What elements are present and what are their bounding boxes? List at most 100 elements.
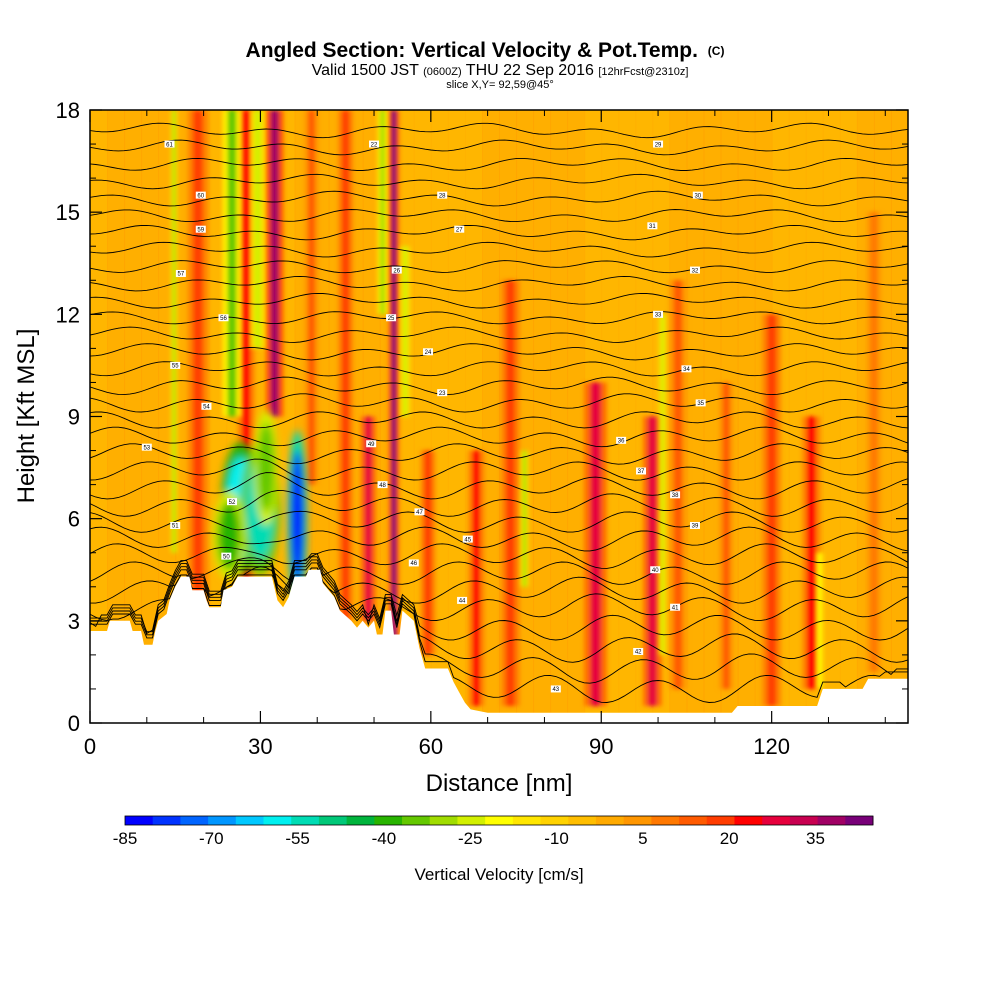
contour-label: 22: [371, 142, 378, 148]
colorbar-segment: [762, 816, 791, 825]
downdraft-band: [227, 110, 237, 417]
theta-contour-line: [90, 292, 908, 309]
contour-label-box: [195, 191, 206, 199]
theta-contour-line: [90, 556, 908, 663]
field-texture-band: [124, 110, 143, 723]
theta-contour-line: [90, 224, 908, 241]
contour-label-box: [650, 566, 661, 574]
field-texture-band: [550, 110, 569, 723]
contour-label: 59: [197, 227, 204, 233]
contour-label-box: [462, 535, 473, 543]
downdraft-band: [818, 552, 822, 689]
theta-contour-line: [90, 343, 908, 361]
contour-label: 60: [197, 193, 204, 199]
colorbar-segment: [402, 816, 431, 825]
theta-contour-line: [90, 376, 908, 396]
updraft-band: [364, 416, 372, 621]
field-texture-band: [618, 110, 637, 723]
colorbar-label: Vertical Velocity [cm/s]: [414, 865, 583, 884]
updraft-band: [870, 212, 878, 672]
downdraft-band: [380, 110, 385, 315]
downdraft-band: [172, 110, 176, 553]
updraft-band: [506, 280, 515, 706]
contour-label-box: [437, 389, 448, 397]
contour-label: 29: [655, 142, 662, 148]
x-axis: 0 30 60 90 120: [84, 110, 886, 759]
colorbar-segment: [291, 816, 320, 825]
contour-label-box: [377, 481, 388, 489]
x-tick-label: 30: [248, 734, 272, 759]
contour-label: 46: [410, 561, 417, 567]
theta-contour-line: [90, 122, 908, 139]
contour-label-box: [670, 603, 681, 611]
theta-contour-line: [90, 393, 908, 413]
contour-label: 32: [692, 268, 699, 274]
theta-contour-line: [90, 510, 908, 533]
colorbar-segment: [485, 816, 514, 825]
x-axis-label: Distance [nm]: [426, 770, 573, 797]
theta-contour-line: [90, 411, 908, 429]
theta-contour-line: [90, 458, 908, 481]
contour-label: 57: [178, 272, 185, 278]
contour-label-box: [218, 314, 229, 322]
colorbar-segment: [623, 816, 652, 825]
contour-label-box: [670, 491, 681, 499]
contour-label: 48: [379, 483, 386, 489]
contour-label: 42: [635, 650, 642, 656]
contour-label: 45: [464, 537, 471, 543]
theta-contour-line: [90, 472, 908, 500]
chart-subtitle: Valid 1500 JST (0600Z) THU 22 Sep 2016 […: [312, 62, 689, 79]
field-texture-band: [481, 110, 500, 723]
contour-label-box: [422, 348, 433, 356]
colorbar: [124, 815, 874, 826]
downdraft-bands: [170, 110, 824, 689]
colorbar-tick-label: -10: [544, 829, 569, 848]
contour-label-box: [636, 467, 647, 475]
y-tick-label: 0: [68, 711, 80, 736]
contour-label: 27: [456, 227, 463, 233]
contour-label-box: [141, 443, 152, 451]
downdraft-core: [290, 450, 305, 587]
updraft-band: [270, 110, 279, 417]
terrain-mask: [90, 569, 908, 723]
colorbar-frame: [124, 815, 874, 826]
contour-label-box: [550, 685, 561, 693]
y-tick-label: 15: [56, 200, 80, 225]
theta-contour-line: [90, 566, 908, 604]
field-texture-band: [686, 110, 705, 723]
x-tick-label: 0: [84, 734, 96, 759]
colorbar-tick-label: 20: [720, 829, 739, 848]
updraft-bands: [187, 110, 882, 706]
contour-label: 36: [618, 439, 625, 445]
contour-label-box: [221, 552, 232, 560]
field-texture-band: [703, 110, 722, 723]
updraft-band: [472, 450, 480, 706]
contour-label: 35: [697, 401, 704, 407]
colorbar-segment: [595, 816, 625, 825]
contour-label: 41: [672, 605, 679, 611]
colorbar-segment: [180, 816, 209, 825]
colorbar-segment: [152, 816, 181, 825]
colorbar-segment: [734, 816, 763, 825]
colorbar-tick-label: 5: [638, 829, 647, 848]
downdraft-band: [660, 314, 665, 655]
theta-contour-line: [90, 190, 908, 207]
contour-label-box: [633, 647, 644, 655]
colorbar-segment: [568, 816, 597, 825]
contour-label: 38: [672, 493, 679, 499]
colorbar-segment: [235, 816, 265, 825]
field-texture-band: [822, 110, 841, 723]
chart-title-block: Angled Section: Vertical Velocity & Pot.…: [246, 39, 725, 91]
contour-label: 25: [388, 316, 395, 322]
theta-contour-line: [90, 490, 908, 517]
contour-label: 61: [166, 142, 173, 148]
x-tick-label: 120: [753, 734, 790, 759]
contour-label-box: [408, 559, 419, 567]
contour-label-box: [681, 365, 692, 373]
updraft-band: [767, 314, 776, 706]
contour-label: 55: [172, 364, 179, 370]
contour-label: 39: [692, 524, 699, 530]
theta-contour-line: [90, 557, 908, 585]
contour-label-box: [386, 314, 397, 322]
